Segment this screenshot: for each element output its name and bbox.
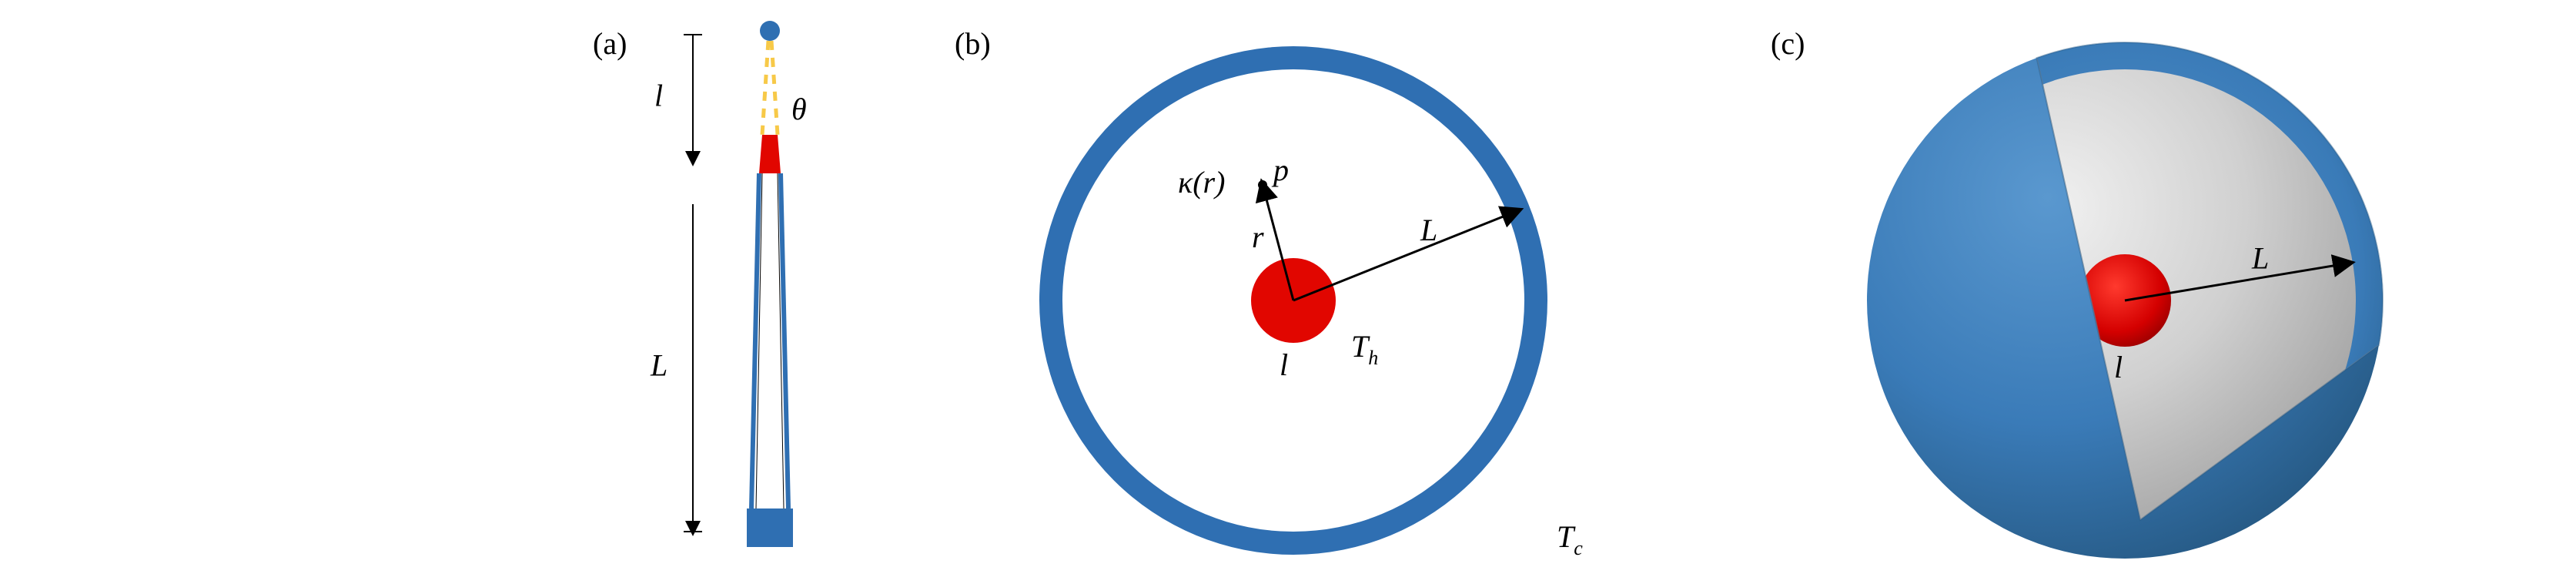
label-L-b: L bbox=[1420, 213, 1437, 247]
label-Tc: Tc bbox=[1557, 519, 1583, 559]
pendulum-red-segment bbox=[759, 135, 781, 173]
label-l-a: l bbox=[654, 79, 663, 113]
label-kappa: κ(r) bbox=[1178, 165, 1225, 200]
panel-b-label: (b) bbox=[955, 26, 991, 61]
pendulum-left-edge bbox=[751, 173, 759, 508]
figure-three-panel: (a) l L θ (b) bbox=[0, 0, 2576, 584]
panel-a: (a) l L θ bbox=[593, 21, 807, 547]
pendulum-bob bbox=[747, 508, 793, 547]
pendulum-dashed-right bbox=[771, 41, 778, 135]
label-l-c: l bbox=[2114, 350, 2123, 384]
label-l-b: l bbox=[1280, 347, 1288, 382]
point-p bbox=[1258, 180, 1267, 190]
panel-c: (c) l L bbox=[1771, 26, 2383, 559]
panel-a-label: (a) bbox=[593, 26, 627, 61]
pendulum-dashed-left bbox=[762, 41, 768, 135]
panel-b: (b) κ(r) p r l L Th Tc bbox=[955, 26, 1583, 559]
pivot-dot bbox=[760, 21, 780, 41]
label-p: p bbox=[1271, 153, 1289, 187]
pendulum-right-edge bbox=[781, 173, 788, 508]
label-r: r bbox=[1252, 220, 1264, 254]
label-L-c: L bbox=[2251, 241, 2269, 276]
figure-svg: (a) l L θ (b) bbox=[0, 0, 2576, 584]
label-theta: θ bbox=[791, 92, 807, 126]
label-L-a: L bbox=[650, 348, 667, 383]
panel-c-label: (c) bbox=[1771, 26, 1805, 61]
